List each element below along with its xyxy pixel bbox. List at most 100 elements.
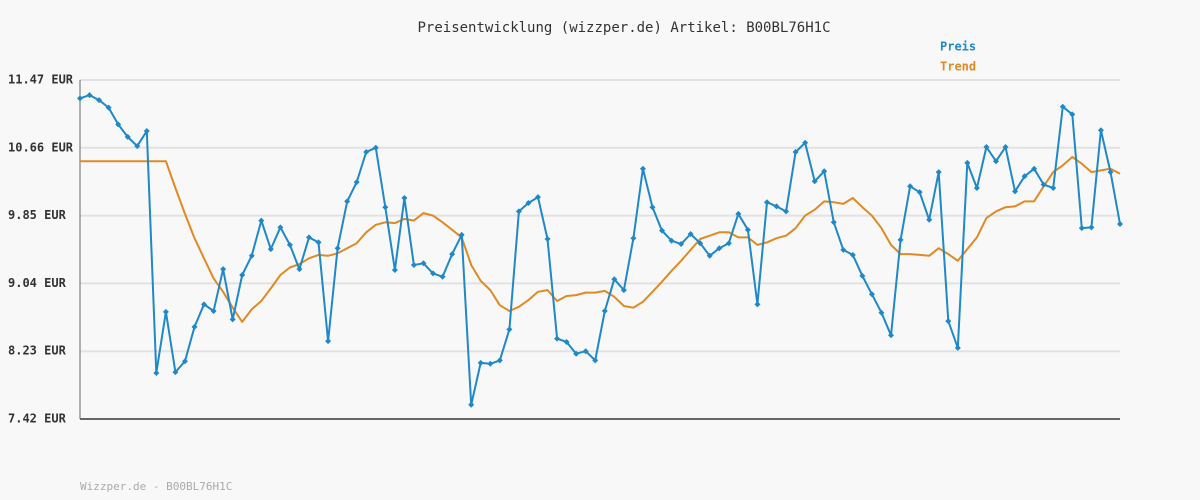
point-marker [1040, 181, 1047, 188]
point-marker [945, 318, 952, 325]
point-marker [878, 309, 885, 316]
y-tick-label: 10.66 EUR [8, 140, 74, 154]
point-marker [296, 266, 303, 273]
legend-label: Trend [940, 60, 976, 74]
point-marker [678, 241, 685, 248]
legend-label: Preis [940, 40, 976, 54]
y-tick-label: 9.04 EUR [8, 276, 67, 290]
point-marker [954, 344, 961, 351]
point-marker [849, 251, 856, 258]
y-tick-label: 7.42 EUR [8, 412, 67, 426]
point-marker [115, 121, 122, 128]
point-marker [907, 183, 914, 190]
point-marker [563, 338, 570, 345]
point-marker [210, 308, 217, 315]
point-marker [697, 240, 704, 247]
y-tick-label: 11.47 EUR [8, 73, 74, 87]
point-marker [639, 165, 646, 172]
point-marker [229, 316, 236, 323]
point-marker [859, 272, 866, 279]
point-marker [449, 251, 456, 258]
point-marker [267, 246, 274, 253]
point-marker [1107, 169, 1114, 176]
point-marker [515, 208, 522, 215]
point-marker [258, 217, 265, 224]
point-marker [783, 208, 790, 215]
point-marker [391, 267, 398, 274]
point-marker [582, 348, 589, 355]
point-marker [992, 158, 999, 165]
point-marker [477, 359, 484, 366]
point-marker [315, 239, 322, 246]
point-marker [220, 266, 227, 273]
point-marker [821, 168, 828, 175]
point-marker [916, 189, 923, 196]
point-marker [983, 143, 990, 150]
point-marker [754, 301, 761, 308]
point-marker [525, 200, 532, 207]
point-marker [172, 369, 179, 376]
point-marker [458, 231, 465, 238]
point-marker [868, 291, 875, 298]
point-marker [649, 204, 656, 211]
point-marker [401, 195, 408, 202]
point-marker [811, 178, 818, 185]
point-marker [611, 276, 618, 283]
point-marker [554, 335, 561, 342]
point-marker [773, 203, 780, 210]
point-marker [792, 148, 799, 155]
point-marker [1050, 184, 1057, 191]
point-marker [973, 184, 980, 191]
point-marker [601, 308, 608, 315]
point-marker [544, 236, 551, 243]
point-marker [96, 97, 103, 104]
point-marker [897, 236, 904, 243]
point-marker [659, 227, 666, 234]
point-marker [573, 350, 580, 357]
y-tick-label: 8.23 EUR [8, 344, 67, 358]
point-marker [410, 261, 417, 268]
point-marker [1031, 165, 1038, 172]
point-marker [496, 357, 503, 364]
point-marker [735, 210, 742, 217]
point-marker [802, 139, 809, 146]
point-marker [725, 240, 732, 247]
point-marker [1002, 143, 1009, 150]
point-marker [325, 338, 332, 345]
point-marker [716, 245, 723, 252]
point-marker [105, 104, 112, 111]
point-marker [744, 226, 751, 233]
footer: Wizzper.de - B00BL76H1C [80, 480, 232, 493]
point-marker [86, 92, 93, 99]
series-line [79, 94, 1121, 406]
point-marker [77, 95, 83, 102]
point-marker [382, 204, 389, 211]
point-marker [1088, 224, 1095, 231]
point-marker [239, 272, 246, 279]
point-marker [1021, 173, 1028, 180]
point-marker [1078, 225, 1085, 232]
point-marker [344, 198, 351, 205]
point-marker [134, 143, 141, 150]
point-marker [506, 326, 513, 333]
point-marker [191, 323, 198, 330]
point-marker [181, 358, 188, 365]
point-marker [286, 241, 293, 248]
y-tick-label: 9.85 EUR [8, 208, 67, 222]
point-marker [1069, 111, 1076, 118]
point-marker [420, 260, 427, 267]
point-marker [1097, 127, 1104, 134]
point-marker [353, 179, 360, 186]
point-marker [687, 231, 694, 238]
point-marker [277, 224, 284, 231]
point-marker [630, 235, 637, 242]
point-marker [534, 194, 541, 201]
point-marker [935, 169, 942, 176]
point-marker [840, 246, 847, 253]
point-marker [439, 273, 446, 280]
series-line [80, 156, 1121, 323]
point-marker [620, 287, 627, 294]
point-marker [926, 216, 933, 223]
point-marker [1117, 220, 1123, 227]
